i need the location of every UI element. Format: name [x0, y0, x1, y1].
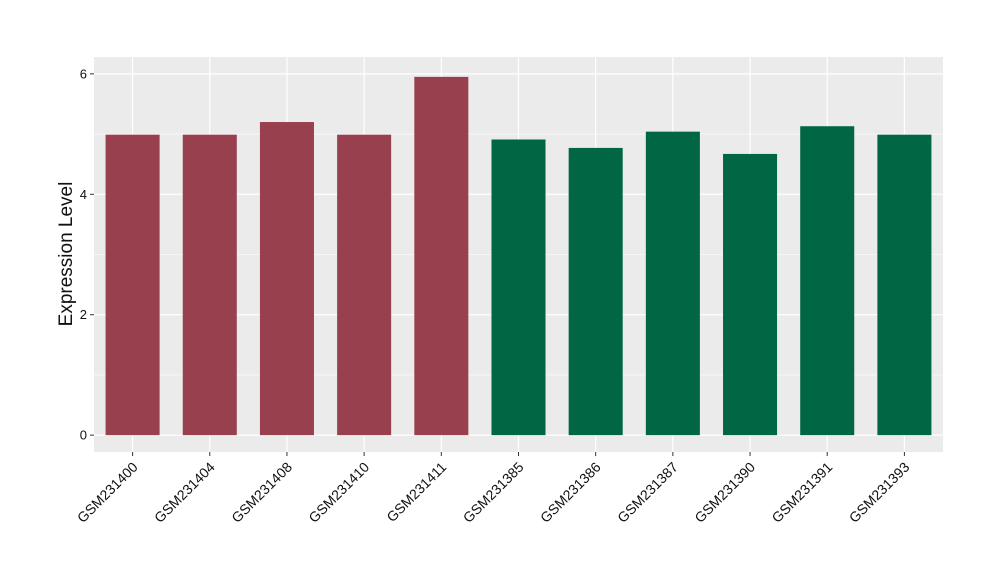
x-tick-label: GSM231393 — [846, 459, 913, 526]
x-tick-label: GSM231411 — [383, 459, 449, 525]
y-axis: 0 2 4 6 — [80, 66, 94, 443]
bar-GSM231387 — [645, 131, 700, 436]
x-tick-label: GSM231391 — [768, 459, 835, 526]
bar-GSM231386 — [568, 147, 623, 436]
x-tick-label: GSM231410 — [305, 459, 372, 526]
x-tick-label: GSM231404 — [151, 459, 218, 526]
bar-GSM231411 — [414, 76, 469, 436]
bar-GSM231393 — [877, 134, 932, 436]
x-tick-label: GSM231400 — [74, 459, 141, 526]
x-tick-label: GSM231385 — [460, 459, 527, 526]
bar-GSM231385 — [491, 139, 546, 436]
x-axis: GSM231400 GSM231404 GSM231408 GSM231410 GSM2… — [74, 452, 913, 526]
bars — [105, 76, 932, 436]
bar-GSM231408 — [259, 122, 314, 436]
x-tick-label: GSM231408 — [228, 459, 295, 526]
x-tick-label: GSM231386 — [537, 459, 604, 526]
y-tick-label: 2 — [80, 307, 87, 322]
y-tick-label: 4 — [80, 187, 87, 202]
bar-GSM231404 — [182, 134, 237, 436]
x-tick-label: GSM231390 — [691, 459, 758, 526]
bar-GSM231410 — [337, 134, 392, 436]
bar-GSM231390 — [723, 153, 778, 436]
bar-GSM231391 — [800, 126, 855, 436]
bar-GSM231400 — [105, 134, 160, 436]
y-tick-label: 6 — [80, 66, 87, 81]
x-tick-label: GSM231387 — [614, 459, 681, 526]
y-axis-title: Expression Level — [56, 182, 77, 327]
y-tick-label: 0 — [80, 428, 87, 443]
